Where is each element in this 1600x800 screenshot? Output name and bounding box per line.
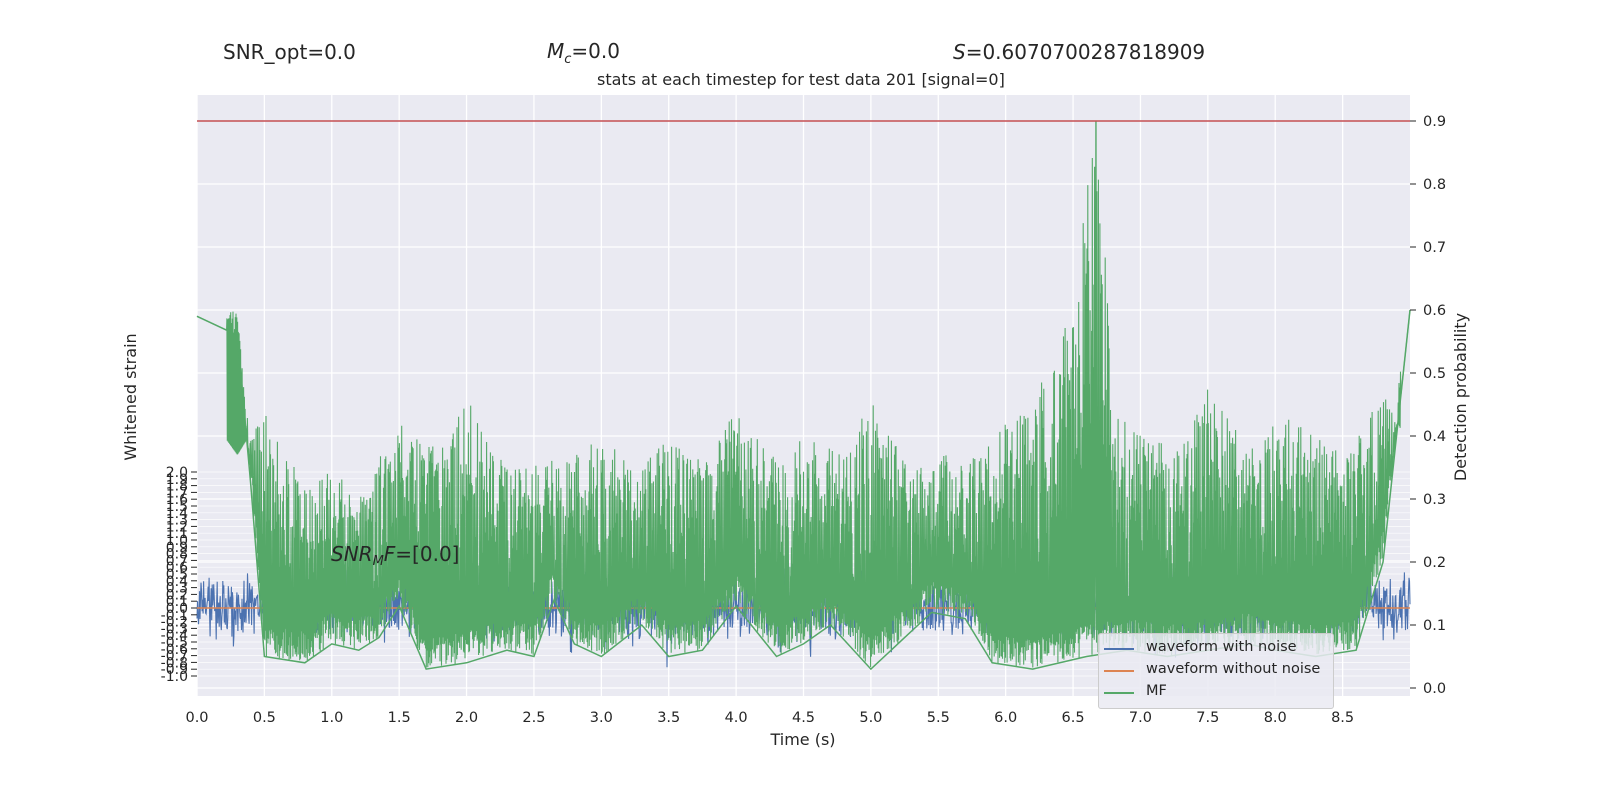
left-tick-label: 0.6 xyxy=(166,560,188,576)
right-y-axis-label: Detection probability xyxy=(1451,313,1470,481)
legend-item-waveform-without-noise: waveform without noise xyxy=(1099,660,1333,680)
x-tick-label: 6.0 xyxy=(994,710,1017,726)
mf-line xyxy=(196,120,1411,668)
left-tick-label: 0.7 xyxy=(166,553,188,569)
left-tick-label: 1.2 xyxy=(166,519,188,535)
x-tick-label: 0.0 xyxy=(185,710,208,726)
legend-label: MF xyxy=(1146,683,1167,699)
x-tick-label: 3.0 xyxy=(590,710,613,726)
legend-swatch xyxy=(1104,692,1134,694)
x-tick-label: 7.5 xyxy=(1196,710,1219,726)
x-axis-ticks: 0.0 0.5 1.0 1.5 2.0 2.5 3.0 3.5 4.0 4.5 5.0 5.5 6.0 6… xyxy=(185,710,1354,726)
s-statistic-label: S=0.6070700287818909 xyxy=(953,40,1206,64)
left-tick-label: 1.0 xyxy=(166,533,188,549)
x-tick-label: 6.5 xyxy=(1062,710,1085,726)
right-tick-label: 0.7 xyxy=(1423,240,1446,256)
left-tick-label: -0.6 xyxy=(161,642,188,658)
left-tick-label: -0.9 xyxy=(161,662,188,678)
chirp-mass-value: =0.0 xyxy=(571,39,620,63)
snr-mf-annotation: SNRMF=[0.0] xyxy=(331,542,459,569)
left-tick-label: 0.0 xyxy=(166,601,188,617)
left-tick-label: 1.6 xyxy=(166,492,188,508)
left-tick-label: 1.7 xyxy=(166,485,188,501)
s-statistic-value: =0.6070700287818909 xyxy=(965,40,1206,64)
left-tick-label: -0.1 xyxy=(161,608,188,624)
x-tick-label: 7.0 xyxy=(1129,710,1152,726)
right-tick-label: 0.1 xyxy=(1423,618,1446,634)
right-tick-label: 0.2 xyxy=(1423,555,1446,571)
legend-swatch xyxy=(1104,670,1134,672)
left-tick-label: 2.0 xyxy=(166,465,188,481)
x-tick-label: 1.0 xyxy=(320,710,343,726)
left-tick-label: 1.8 xyxy=(166,479,188,495)
right-tick-label: 0.0 xyxy=(1423,681,1446,697)
left-tick-label: 0.4 xyxy=(166,574,188,590)
legend: waveform with noise waveform without noi… xyxy=(1098,633,1334,709)
x-tick-label: 2.5 xyxy=(522,710,545,726)
left-tick-label: -0.2 xyxy=(161,615,188,631)
right-tick-label: 0.3 xyxy=(1423,492,1446,508)
x-tick-label: 2.0 xyxy=(455,710,478,726)
left-tick-label: -0.7 xyxy=(161,649,188,665)
left-y-axis-label: Whitened strain xyxy=(121,333,140,460)
x-tick-label: 8.5 xyxy=(1331,710,1354,726)
legend-label: waveform with noise xyxy=(1146,639,1297,655)
left-tick-label: 0.8 xyxy=(166,547,188,563)
left-tick-label: -0.8 xyxy=(161,655,188,671)
left-tick-label: -0.5 xyxy=(161,635,188,651)
left-tick-label: 1.5 xyxy=(166,499,188,515)
left-tick-label: -1.0 xyxy=(161,669,188,685)
legend-swatch xyxy=(1104,648,1134,650)
chirp-mass-label: Mc=0.0 xyxy=(547,39,620,67)
snr-opt-label: SNR_opt=0.0 xyxy=(223,40,356,64)
x-axis-label: Time (s) xyxy=(769,730,835,749)
snr-mf-value: =[0.0] xyxy=(395,542,459,566)
left-tick-label: 0.1 xyxy=(166,594,188,610)
left-axis-ticks: -1.0-0.9-0.8-0.7-0.6-0.5-0.4-0.3-0.2-0.1… xyxy=(161,465,197,685)
x-tick-label: 5.5 xyxy=(927,710,950,726)
legend-item-waveform-with-noise: waveform with noise xyxy=(1099,638,1333,658)
right-axis-ticks: 0.0 0.1 0.2 0.3 0.4 0.5 0.6 0.7 0.8 0.9 xyxy=(1410,114,1446,697)
left-tick-label: -0.3 xyxy=(161,621,188,637)
right-tick-label: 0.6 xyxy=(1423,303,1446,319)
x-tick-label: 4.0 xyxy=(725,710,748,726)
chart-title: stats at each timestep for test data 201… xyxy=(597,70,1005,89)
x-tick-label: 5.0 xyxy=(859,710,882,726)
left-tick-label: 0.3 xyxy=(166,581,188,597)
x-tick-label: 4.5 xyxy=(792,710,815,726)
left-tick-label: 1.3 xyxy=(166,513,188,529)
right-tick-label: 0.9 xyxy=(1423,114,1446,130)
right-tick-label: 0.4 xyxy=(1423,429,1446,445)
right-tick-label: 0.5 xyxy=(1423,366,1446,382)
x-tick-label: 1.5 xyxy=(388,710,411,726)
x-tick-label: 8.0 xyxy=(1264,710,1287,726)
left-tick-label: 0.5 xyxy=(166,567,188,583)
left-tick-label: 1.9 xyxy=(166,472,188,488)
left-tick-label: 0.2 xyxy=(166,587,188,603)
left-tick-label: -0.4 xyxy=(161,628,188,644)
right-tick-label: 0.8 xyxy=(1423,177,1446,193)
left-tick-label: 0.9 xyxy=(166,540,188,556)
x-tick-label: 0.5 xyxy=(253,710,276,726)
x-tick-label: 3.5 xyxy=(657,710,680,726)
legend-item-mf: MF xyxy=(1099,682,1333,702)
left-tick-label: 1.1 xyxy=(166,526,188,542)
left-tick-label: 1.4 xyxy=(166,506,188,522)
legend-label: waveform without noise xyxy=(1146,661,1321,677)
